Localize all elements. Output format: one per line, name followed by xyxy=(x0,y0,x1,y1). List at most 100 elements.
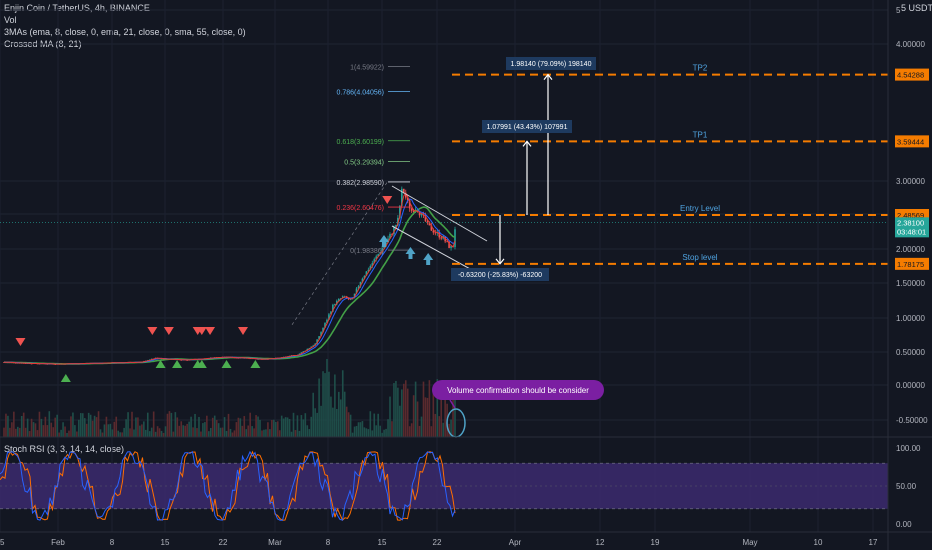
volume-bar xyxy=(22,412,25,437)
volume-bar xyxy=(172,431,175,437)
time-tick-label: 10 xyxy=(814,538,823,547)
volume-bar xyxy=(377,413,379,437)
time-tick-label: 12 xyxy=(596,538,605,547)
volume-bar xyxy=(144,429,147,437)
volume-bar xyxy=(54,417,57,437)
volume-bar xyxy=(198,416,200,437)
volume-bar xyxy=(196,428,198,437)
volume-bar xyxy=(454,398,456,437)
level-name: TP2 xyxy=(693,64,708,73)
volume-bar xyxy=(188,421,190,437)
measure-label: 1.07991 (43.43%) 107991 xyxy=(487,124,568,131)
annotation-text: Volume confirmation should be consider xyxy=(447,386,589,395)
time-tick-label: Feb xyxy=(51,538,65,547)
volume-bar xyxy=(310,416,313,437)
stoch-rsi-label: Stoch RSI (3, 3, 14, 14, close) xyxy=(4,444,125,454)
volume-bar xyxy=(371,430,374,437)
volume-bar xyxy=(259,419,261,437)
level-name: TP1 xyxy=(693,130,708,139)
volume-bar xyxy=(30,418,33,437)
volume-bar xyxy=(422,381,425,437)
volume-bar xyxy=(80,413,82,437)
level-price-value: 1.78175 xyxy=(897,260,924,269)
fib-level-label: 0.786(4.04056) xyxy=(337,90,384,97)
volume-bar xyxy=(206,415,208,437)
volume-bar xyxy=(119,432,121,437)
price-tick-label: 0.00000 xyxy=(896,381,925,390)
volume-bar xyxy=(261,430,263,437)
volume-bar xyxy=(316,412,318,437)
volume-bar xyxy=(166,413,169,437)
candle-body xyxy=(349,299,352,301)
volume-bar xyxy=(391,421,393,437)
volume-bar xyxy=(158,428,161,437)
volume-bar xyxy=(296,415,299,437)
volume-bar xyxy=(292,412,295,437)
volume-bar xyxy=(245,429,248,437)
volume-bar xyxy=(15,428,17,437)
measure-arrowhead xyxy=(522,140,532,147)
candle-body xyxy=(308,347,311,349)
vol-indicator-label: Vol xyxy=(4,15,17,25)
volume-bar xyxy=(141,424,143,437)
ema8-line xyxy=(3,192,456,365)
measure-label-box xyxy=(506,57,596,70)
sell-signal-marker xyxy=(382,196,393,204)
candle-body xyxy=(328,314,330,320)
volume-bar xyxy=(412,395,415,437)
candle-body xyxy=(361,278,364,282)
volume-bar xyxy=(3,427,5,437)
volume-bar xyxy=(13,411,15,437)
volume-bar xyxy=(393,383,395,437)
volume-bar xyxy=(263,429,265,437)
volume-bar xyxy=(408,426,411,437)
volume-bar xyxy=(127,412,129,437)
volume-bar xyxy=(339,399,342,437)
volume-bar xyxy=(318,378,320,437)
candle-body xyxy=(401,188,403,206)
volume-bar xyxy=(117,430,120,437)
candle-body xyxy=(410,208,413,211)
level-price-tag xyxy=(895,257,929,270)
volume-bar xyxy=(418,425,421,437)
volume-bar xyxy=(375,425,378,437)
candle-body xyxy=(426,221,429,222)
measure-label-box xyxy=(482,120,572,133)
currency-code: USDT xyxy=(908,3,932,13)
last-price-value: 2.38100 xyxy=(897,218,924,227)
fib-level-label: 0.618(3.60199) xyxy=(337,139,384,146)
volume-bar xyxy=(363,427,366,437)
currency-top-tick: 5 xyxy=(901,3,907,13)
volume-bar xyxy=(231,432,234,437)
volume-bar xyxy=(123,427,125,437)
volume-bar xyxy=(18,427,21,437)
volume-bar xyxy=(217,423,220,437)
volume-bar xyxy=(249,412,251,437)
volume-bar xyxy=(387,419,389,437)
volume-bar xyxy=(357,422,360,437)
volume-bar xyxy=(101,432,104,437)
volume-bar xyxy=(274,421,277,437)
volume-bar xyxy=(66,432,68,437)
volume-bar xyxy=(235,422,238,437)
volume-bar xyxy=(143,421,145,437)
volume-bar xyxy=(302,419,305,437)
candle-body xyxy=(408,200,411,209)
volume-bar xyxy=(60,429,62,437)
candle-body xyxy=(338,298,340,301)
volume-bar xyxy=(46,425,49,437)
volume-bar xyxy=(225,430,228,437)
volume-bar xyxy=(186,423,188,437)
volume-bar xyxy=(202,423,204,437)
volume-bar xyxy=(89,414,92,437)
volume-bar xyxy=(395,380,397,437)
rsi-tick-label: 100.00 xyxy=(896,444,921,453)
last-price-tag xyxy=(895,217,929,238)
annotation-pointer xyxy=(449,399,456,409)
volume-bar xyxy=(383,429,385,437)
volume-bar xyxy=(208,431,210,437)
candle-body xyxy=(402,188,405,193)
volume-bar xyxy=(416,401,419,437)
volume-bar xyxy=(221,427,224,437)
